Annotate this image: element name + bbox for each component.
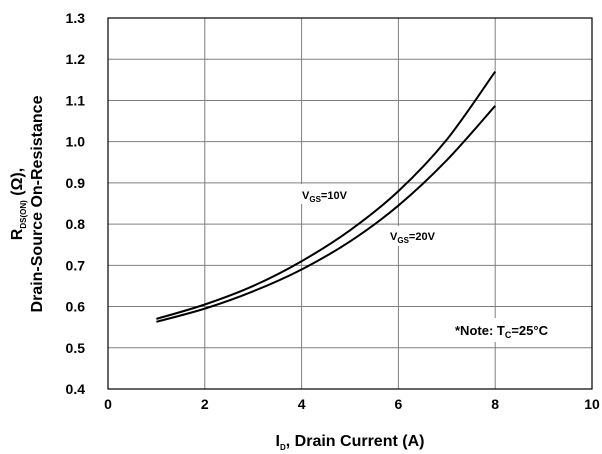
series-line-0 xyxy=(156,71,497,320)
y-tick-label: 0.9 xyxy=(66,175,86,191)
series-lines xyxy=(156,71,497,323)
y-tick-label: 0.8 xyxy=(66,216,86,232)
y-tick-label: 1.3 xyxy=(66,10,86,26)
y-gridlines xyxy=(108,17,592,390)
series-line-1 xyxy=(156,105,496,323)
y-tick-label: 1.1 xyxy=(66,92,86,108)
x-tick-label: 0 xyxy=(104,396,112,412)
svg-text:*Note: TC=25°C: *Note: TC=25°C xyxy=(455,323,549,340)
x-tick-label: 10 xyxy=(584,396,600,412)
x-tick-label: 8 xyxy=(491,396,499,412)
y-tick-label: 0.7 xyxy=(66,257,86,273)
svg-text:VGS=10V: VGS=10V xyxy=(302,190,348,204)
y-tick-label: 0.6 xyxy=(66,299,86,315)
y-axis-title-line1: RDS(ON) (Ω), xyxy=(9,168,28,240)
y-tick-label: 0.4 xyxy=(66,381,86,397)
x-tick-labels: 0 2 4 6 8 10 xyxy=(104,396,600,412)
series-label-vgs-10v: VGS=10V xyxy=(298,184,366,204)
x-axis-title: ID, Drain Current (A) xyxy=(276,433,425,452)
y-axis-title-line2: Drain-Source On-Resistance xyxy=(29,95,46,312)
y-tick-label: 1.2 xyxy=(66,51,86,67)
x-tick-label: 4 xyxy=(298,396,306,412)
series-label-vgs-20v: VGS=20V xyxy=(386,226,456,246)
y-tick-label: 0.5 xyxy=(66,340,86,356)
x-tick-label: 6 xyxy=(395,396,403,412)
note-annotation: *Note: TC=25°C xyxy=(450,318,584,342)
y-axis-title: RDS(ON) (Ω), Drain-Source On-Resistance xyxy=(9,95,46,312)
y-tick-labels: 0.4 0.5 0.6 0.7 0.8 0.9 1.0 1.1 1.2 1.3 xyxy=(66,10,86,397)
y-tick-label: 1.0 xyxy=(66,134,86,150)
plot-area xyxy=(107,17,593,390)
svg-text:VGS=20V: VGS=20V xyxy=(390,231,436,245)
x-tick-label: 2 xyxy=(201,396,209,412)
